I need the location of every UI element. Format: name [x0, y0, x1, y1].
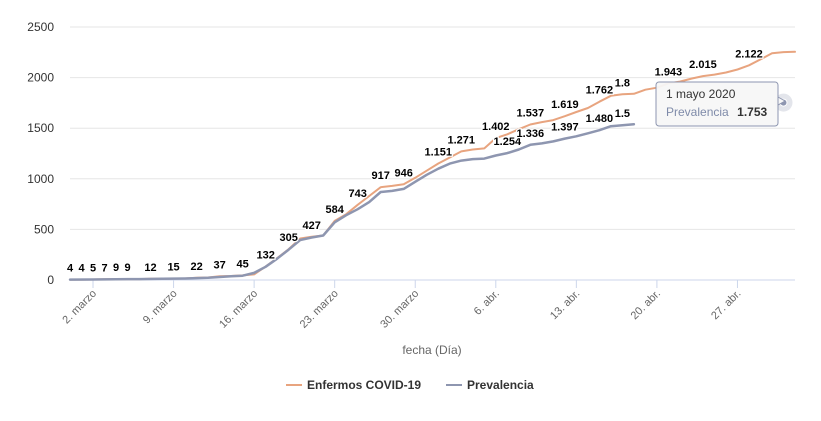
tooltip-series-name: Prevalencia — [666, 105, 729, 119]
data-label: 1.402 — [482, 121, 510, 133]
x-axis-title: fecha (Día) — [402, 343, 461, 357]
data-label: 917 — [372, 170, 390, 182]
x-tick-label: 27. abr. — [709, 288, 743, 322]
data-label: 9 — [113, 262, 119, 274]
data-label: 45 — [236, 258, 248, 270]
data-label: 1.151 — [424, 147, 452, 159]
y-tick-label: 2500 — [27, 20, 54, 34]
tooltip-marker — [774, 93, 793, 112]
data-label: 1.480 — [586, 113, 614, 125]
x-tick-label: 20. abr. — [629, 288, 663, 322]
data-label: 305 — [279, 232, 297, 244]
data-label: 1.254 — [494, 136, 522, 148]
series-line-1 — [68, 122, 636, 281]
tooltip-date: 1 mayo 2020 — [666, 87, 736, 101]
data-label: 2.015 — [689, 59, 717, 71]
gridlines — [70, 26, 795, 230]
data-label: 5 — [90, 262, 96, 274]
y-tick-label: 2000 — [27, 71, 54, 85]
x-tick-label: 9. marzo — [141, 288, 180, 327]
data-label: 22 — [190, 261, 202, 273]
data-label: 132 — [256, 250, 274, 262]
data-label: 743 — [349, 188, 367, 200]
x-tick-label: 16. marzo — [217, 288, 260, 331]
legend-label: Prevalencia — [467, 378, 534, 392]
data-label: 1.762 — [586, 85, 614, 97]
y-tick-label: 0 — [47, 273, 54, 287]
y-tick-label: 500 — [34, 222, 54, 236]
data-label: 1.336 — [517, 128, 545, 140]
data-label: 4 — [78, 263, 85, 275]
data-label: 1.397 — [551, 122, 579, 134]
tooltip-value: 1.753 — [737, 105, 767, 119]
data-label: 584 — [326, 204, 345, 216]
data-label: 1.5 — [615, 108, 630, 120]
data-label: 2.122 — [735, 48, 763, 60]
x-tick-label: 30. marzo — [378, 288, 421, 331]
data-label: 15 — [167, 261, 179, 273]
y-tick-label: 1000 — [27, 172, 54, 186]
tooltip-box — [655, 81, 779, 127]
y-axis-ticks: 0 500 1000 1500 2000 2500 — [27, 20, 54, 287]
data-label: 1.619 — [551, 99, 579, 111]
x-axis-ticks: 2. marzo 9. marzo 16. marzo 23. marzo 30. ma… — [60, 280, 744, 331]
data-label: 1.8 — [615, 77, 630, 89]
y-tick-label: 1500 — [27, 121, 54, 135]
data-label: 427 — [302, 220, 320, 232]
data-label: 1.943 — [655, 66, 683, 78]
x-tick-label: 2. marzo — [60, 288, 99, 327]
data-label: 37 — [213, 259, 225, 271]
data-label: 12 — [144, 262, 156, 274]
tooltip-value-line: Prevalencia 1.753 — [666, 103, 768, 120]
tooltip: 1 mayo 2020 Prevalencia 1.753 — [655, 81, 779, 127]
data-label: 1.537 — [517, 107, 545, 119]
data-label: 946 — [395, 167, 413, 179]
x-tick-label: 23. marzo — [298, 288, 341, 331]
legend-label: Enfermos COVID-19 — [307, 378, 421, 392]
legend: Enfermos COVID-19 Prevalencia — [286, 378, 534, 392]
x-tick-label: 13. abr. — [548, 288, 582, 322]
data-label: 9 — [124, 262, 130, 274]
x-tick-label: 6. abr. — [472, 288, 502, 318]
data-label: 4 — [67, 263, 74, 275]
data-label: 1.271 — [448, 134, 476, 146]
data-label: 7 — [101, 262, 107, 274]
